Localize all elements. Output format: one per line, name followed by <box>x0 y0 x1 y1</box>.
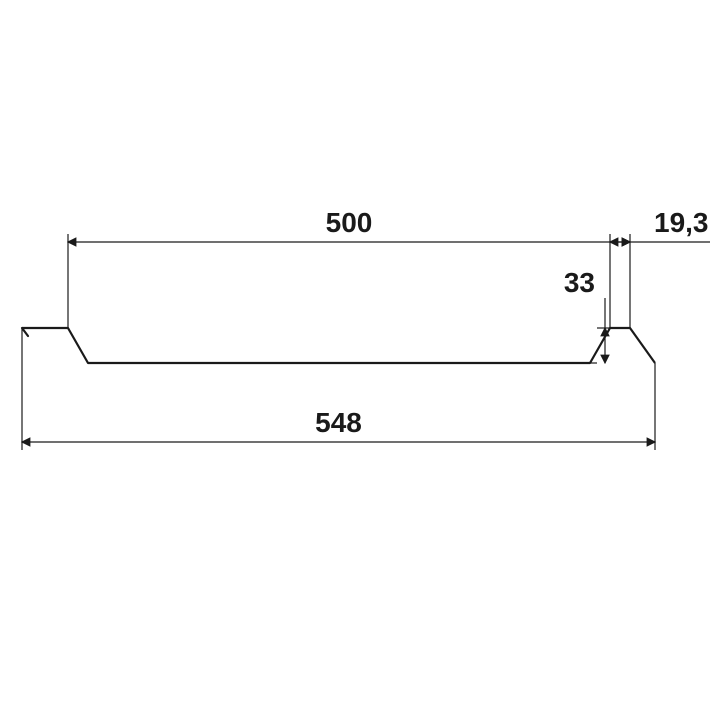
dim-text-33: 33 <box>564 267 595 298</box>
profile-outline-group <box>22 328 655 363</box>
profile-left-lip <box>22 328 28 336</box>
dim-text-548: 548 <box>315 407 362 438</box>
dim-text-193: 19,3 <box>654 207 709 238</box>
technical-drawing: 500 548 33 19,3 <box>0 0 725 725</box>
dimension-lines-group <box>22 234 710 450</box>
dim-text-500: 500 <box>326 207 373 238</box>
profile-diagram-svg: 500 548 33 19,3 <box>0 0 725 725</box>
profile-path <box>22 328 655 363</box>
